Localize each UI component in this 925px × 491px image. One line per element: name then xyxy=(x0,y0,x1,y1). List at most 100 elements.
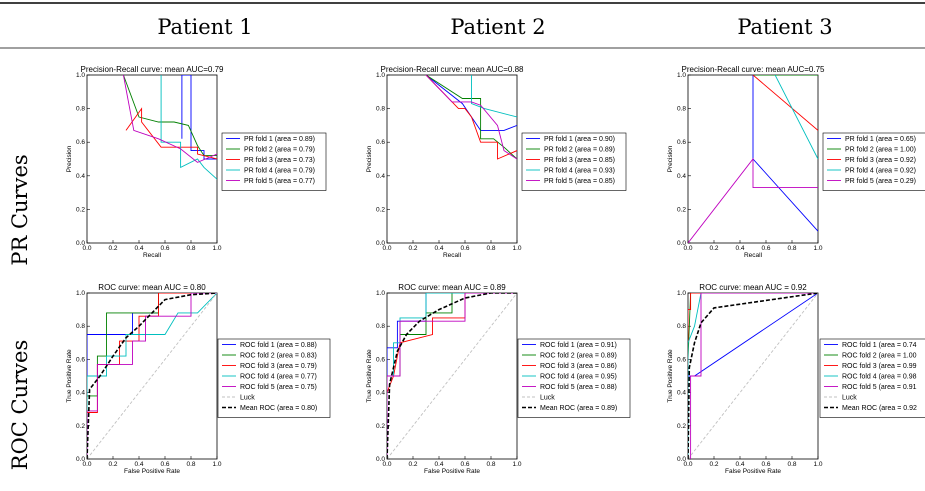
legend-label-5: ROC fold 5 (area = 0.88) xyxy=(540,384,617,391)
legend-label-3: PR fold 3 (area = 0.85) xyxy=(544,157,615,164)
x-tick-label: 0.0 xyxy=(382,461,391,468)
x-tick-label: 0.0 xyxy=(683,461,692,468)
series-line-3 xyxy=(425,75,517,160)
row-title-roc: ROC Curves xyxy=(8,340,32,470)
series-line-4 xyxy=(87,293,217,459)
legend-label-4: PR fold 4 (area = 0.93) xyxy=(544,168,615,175)
y-tick-label: 0.4 xyxy=(76,390,85,397)
legend-label-4: ROC fold 4 (area = 0.95) xyxy=(540,374,617,381)
x-tick-label: 0.4 xyxy=(434,461,443,468)
legend: ROC fold 1 (area = 0.74 ROC fold 2 (area … xyxy=(819,338,925,418)
x-tick-label: 0.4 xyxy=(735,461,744,468)
column-title-2: Patient 2 xyxy=(450,15,545,39)
series-line-1 xyxy=(181,75,217,160)
legend-label-4: ROC fold 4 (area = 0.77) xyxy=(240,374,317,381)
legend: PR fold 1 (area = 0.65) PR fold 2 (area =… xyxy=(822,132,925,191)
chart-title: ROC curve: mean AUC = 0.80 xyxy=(98,283,206,292)
series-line-2 xyxy=(425,75,517,160)
y-axis-label: Precision xyxy=(66,145,73,172)
x-tick-label: 1.0 xyxy=(813,245,822,252)
y-axis-label: True Positive Rate xyxy=(66,349,73,403)
x-tick-label: 1.0 xyxy=(212,461,221,468)
legend-label-4: PR fold 4 (area = 0.79) xyxy=(244,168,315,175)
y-tick-label: 0.4 xyxy=(677,173,686,180)
legend-label-2: PR fold 2 (area = 0.79) xyxy=(244,147,315,154)
y-tick-label: 1.0 xyxy=(76,290,85,297)
legend-label-4: ROC fold 4 (area = 0.98 xyxy=(842,374,917,381)
plot-area xyxy=(386,74,518,244)
y-tick-label: 0.6 xyxy=(376,139,385,146)
series-line-7 xyxy=(688,293,818,459)
y-tick-label: 0.6 xyxy=(376,356,385,363)
legend-label-5: PR fold 5 (area = 0.29) xyxy=(845,178,916,185)
y-tick-label: 0.0 xyxy=(76,240,85,247)
legend-label-6: Luck xyxy=(240,395,255,402)
series-line-7 xyxy=(87,293,217,459)
x-tick-label: 0.0 xyxy=(82,245,91,252)
legend-label-1: ROC fold 1 (area = 0.88) xyxy=(240,342,317,349)
legend-label-4: PR fold 4 (area = 0.92) xyxy=(845,168,916,175)
row-title-pr: PR Curves xyxy=(8,154,32,265)
x-axis-label: False Positive Rate xyxy=(725,468,781,475)
legend: ROC fold 1 (area = 0.91) ROC fold 2 (area… xyxy=(517,338,631,418)
y-tick-label: 0.6 xyxy=(677,356,686,363)
legend-label-1: ROC fold 1 (area = 0.91) xyxy=(540,342,617,349)
x-tick-label: 0.2 xyxy=(709,461,718,468)
legend-label-2: ROC fold 2 (area = 0.89) xyxy=(540,353,617,360)
y-tick-label: 0.2 xyxy=(677,206,686,213)
legend-label-1: PR fold 1 (area = 0.65) xyxy=(845,136,916,143)
series-line-5 xyxy=(387,293,517,459)
y-tick-label: 1.0 xyxy=(677,290,686,297)
x-tick-label: 0.8 xyxy=(186,461,195,468)
y-tick-label: 0.0 xyxy=(677,240,686,247)
series-line-4 xyxy=(688,293,818,459)
y-tick-label: 0.0 xyxy=(677,456,686,463)
series-lines xyxy=(688,75,818,243)
y-tick-label: 0.2 xyxy=(76,423,85,430)
series-line-7 xyxy=(387,293,517,459)
x-tick-label: 0.8 xyxy=(787,461,796,468)
series-line-6 xyxy=(688,293,818,459)
legend-label-5: PR fold 5 (area = 0.85) xyxy=(544,178,615,185)
chart-panel-4: ROC curve: mean AUC = 0.80 0.00.0 0.2 0.2 0.… xyxy=(66,283,331,475)
chart-panel-5: ROC curve: mean AUC = 0.89 0.00.0 0.2 0.2 0.… xyxy=(366,283,631,475)
y-tick-label: 0.8 xyxy=(376,106,385,113)
x-tick-label: 0.0 xyxy=(683,245,692,252)
x-tick-label: 0.0 xyxy=(382,245,391,252)
series-line-5 xyxy=(690,293,818,459)
legend-label-6: Luck xyxy=(842,395,857,402)
legend: ROC fold 1 (area = 0.88) ROC fold 2 (area… xyxy=(217,338,331,418)
y-tick-label: 1.0 xyxy=(376,72,385,79)
legend-label-2: PR fold 2 (area = 1.00) xyxy=(845,147,916,154)
series-lines xyxy=(688,293,818,459)
chart-panel-3: Precision-Recall curve: mean AUC=0.75 0.0… xyxy=(667,65,925,259)
x-tick-label: 0.2 xyxy=(709,245,718,252)
chart-title: ROC curve: mean AUC = 0.92 xyxy=(699,283,807,292)
chart-panel-6: ROC curve: mean AUC = 0.92 0.00.0 0.2 0.2 0.… xyxy=(667,283,925,475)
legend-label-2: PR fold 2 (area = 0.89) xyxy=(544,147,615,154)
x-tick-label: 0.8 xyxy=(486,245,495,252)
legend-label-7: Mean ROC (area = 0.92 xyxy=(842,405,917,412)
x-tick-label: 1.0 xyxy=(212,245,221,252)
x-axis-label: False Positive Rate xyxy=(124,468,180,475)
series-line-6 xyxy=(387,293,517,459)
chart-panel-1: Precision-Recall curve: mean AUC=0.79 0.0… xyxy=(66,65,327,259)
series-line-4 xyxy=(471,75,517,118)
x-tick-label: 0.4 xyxy=(735,245,744,252)
y-tick-label: 0.8 xyxy=(76,323,85,330)
y-axis-label: Precision xyxy=(667,145,674,172)
series-line-3 xyxy=(752,75,818,131)
series-lines xyxy=(425,75,517,160)
y-tick-label: 0.2 xyxy=(376,206,385,213)
y-tick-label: 0.2 xyxy=(677,423,686,430)
legend-label-5: ROC fold 5 (area = 0.91 xyxy=(842,384,917,391)
y-tick-label: 0.0 xyxy=(376,240,385,247)
legend-box xyxy=(217,338,331,418)
y-tick-label: 0.2 xyxy=(76,206,85,213)
legend-label-7: Mean ROC (area = 0.80) xyxy=(240,405,317,412)
y-tick-label: 0.4 xyxy=(677,390,686,397)
x-axis-label: False Positive Rate xyxy=(424,468,480,475)
chart-title: Precision-Recall curve: mean AUC=0.75 xyxy=(682,65,826,74)
x-tick-label: 0.6 xyxy=(761,461,770,468)
legend-label-1: PR fold 1 (area = 0.90) xyxy=(544,136,615,143)
